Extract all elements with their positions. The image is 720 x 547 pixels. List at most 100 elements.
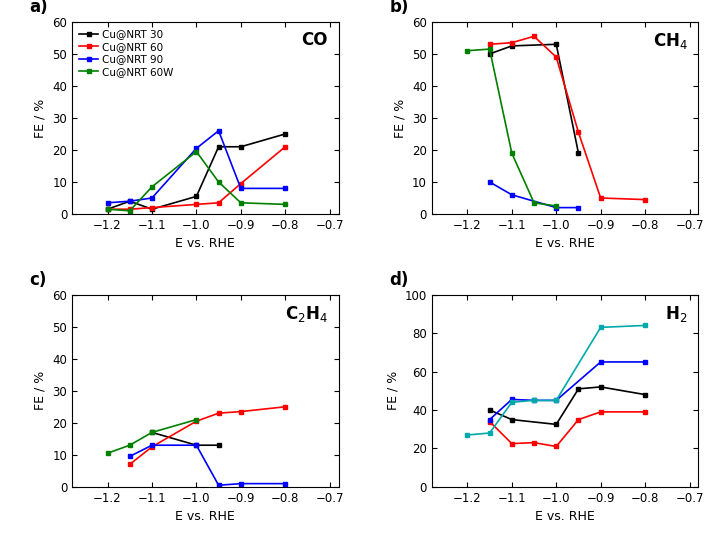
Cu@NRT 90 bbox=[215, 482, 223, 488]
Cu@NRT 90 bbox=[281, 480, 289, 487]
Cu@NRT 90 bbox=[125, 453, 134, 459]
Cu@NRT 30 bbox=[215, 442, 223, 449]
Cu@NRT 60W bbox=[552, 397, 561, 404]
Cu@NRT 30 bbox=[125, 198, 134, 205]
Line: Cu@NRT 30: Cu@NRT 30 bbox=[487, 42, 581, 155]
Cu@NRT 90 bbox=[192, 145, 201, 152]
Text: H$_2$: H$_2$ bbox=[665, 304, 688, 324]
Line: Cu@NRT 30: Cu@NRT 30 bbox=[150, 430, 221, 447]
Y-axis label: FE / %: FE / % bbox=[34, 98, 47, 137]
Cu@NRT 30 bbox=[596, 383, 605, 390]
Cu@NRT 60 bbox=[552, 443, 561, 450]
Cu@NRT 30 bbox=[641, 391, 649, 398]
Y-axis label: FE / %: FE / % bbox=[394, 98, 407, 137]
Cu@NRT 60W bbox=[485, 430, 494, 437]
Cu@NRT 60W bbox=[463, 48, 472, 54]
Cu@NRT 30 bbox=[552, 41, 561, 48]
Cu@NRT 90 bbox=[508, 396, 516, 403]
Cu@NRT 30 bbox=[103, 206, 112, 212]
Cu@NRT 60 bbox=[148, 444, 156, 450]
Text: a): a) bbox=[30, 0, 48, 16]
Line: Cu@NRT 60W: Cu@NRT 60W bbox=[105, 149, 288, 213]
Cu@NRT 60W bbox=[236, 200, 245, 206]
X-axis label: E vs. RHE: E vs. RHE bbox=[176, 510, 235, 523]
Cu@NRT 30 bbox=[574, 150, 582, 156]
Cu@NRT 60 bbox=[596, 195, 605, 201]
Cu@NRT 60 bbox=[148, 205, 156, 211]
Cu@NRT 60 bbox=[192, 418, 201, 424]
Line: Cu@NRT 60: Cu@NRT 60 bbox=[105, 144, 288, 212]
Cu@NRT 90 bbox=[236, 480, 245, 487]
Y-axis label: FE / %: FE / % bbox=[34, 371, 47, 410]
Cu@NRT 90 bbox=[485, 179, 494, 185]
Cu@NRT 60W bbox=[192, 148, 201, 155]
Cu@NRT 90 bbox=[148, 195, 156, 201]
X-axis label: E vs. RHE: E vs. RHE bbox=[176, 237, 235, 251]
Cu@NRT 30 bbox=[236, 143, 245, 150]
Cu@NRT 60W bbox=[103, 450, 112, 457]
Cu@NRT 30 bbox=[148, 429, 156, 435]
Cu@NRT 90 bbox=[215, 127, 223, 134]
Cu@NRT 60W bbox=[103, 206, 112, 212]
Cu@NRT 60 bbox=[192, 201, 201, 208]
Cu@NRT 30 bbox=[552, 421, 561, 428]
Cu@NRT 60 bbox=[574, 129, 582, 136]
Cu@NRT 90 bbox=[596, 359, 605, 365]
Cu@NRT 30 bbox=[281, 131, 289, 137]
Line: Cu@NRT 60W: Cu@NRT 60W bbox=[465, 46, 559, 208]
Cu@NRT 60 bbox=[530, 33, 539, 39]
Cu@NRT 60W bbox=[192, 416, 201, 423]
Cu@NRT 30 bbox=[192, 193, 201, 200]
Cu@NRT 60W bbox=[485, 46, 494, 53]
Cu@NRT 60 bbox=[125, 206, 134, 212]
Legend: Cu@NRT 30, Cu@NRT 60, Cu@NRT 90, Cu@NRT 60W: Cu@NRT 30, Cu@NRT 60, Cu@NRT 90, Cu@NRT … bbox=[77, 27, 176, 79]
Cu@NRT 60 bbox=[215, 410, 223, 416]
Line: Cu@NRT 30: Cu@NRT 30 bbox=[105, 131, 288, 212]
Cu@NRT 60 bbox=[596, 409, 605, 415]
Text: CO: CO bbox=[302, 32, 328, 49]
Cu@NRT 90 bbox=[281, 185, 289, 191]
Cu@NRT 90 bbox=[125, 198, 134, 205]
Cu@NRT 60 bbox=[215, 200, 223, 206]
Line: Cu@NRT 90: Cu@NRT 90 bbox=[487, 179, 581, 210]
Line: Cu@NRT 60W: Cu@NRT 60W bbox=[465, 323, 647, 438]
Cu@NRT 60W bbox=[125, 442, 134, 449]
Cu@NRT 30 bbox=[192, 442, 201, 449]
Cu@NRT 60 bbox=[574, 416, 582, 423]
Cu@NRT 90 bbox=[530, 397, 539, 404]
Cu@NRT 60W bbox=[508, 399, 516, 405]
Cu@NRT 60 bbox=[103, 206, 112, 212]
Cu@NRT 30 bbox=[485, 407, 494, 414]
Cu@NRT 60W bbox=[508, 150, 516, 156]
Cu@NRT 90 bbox=[552, 397, 561, 404]
Cu@NRT 90 bbox=[148, 442, 156, 449]
Cu@NRT 60W bbox=[281, 201, 289, 208]
Cu@NRT 60 bbox=[281, 143, 289, 150]
Cu@NRT 60 bbox=[552, 54, 561, 60]
Cu@NRT 90 bbox=[641, 359, 649, 365]
Text: b): b) bbox=[390, 0, 408, 16]
Y-axis label: FE / %: FE / % bbox=[386, 371, 399, 410]
Cu@NRT 90 bbox=[236, 185, 245, 191]
Cu@NRT 90 bbox=[485, 416, 494, 423]
Cu@NRT 60 bbox=[641, 196, 649, 203]
Cu@NRT 60W bbox=[641, 322, 649, 329]
Cu@NRT 60 bbox=[485, 41, 494, 48]
Text: d): d) bbox=[390, 271, 408, 289]
Line: Cu@NRT 90: Cu@NRT 90 bbox=[105, 129, 288, 205]
Cu@NRT 60 bbox=[236, 408, 245, 415]
Cu@NRT 60W bbox=[148, 183, 156, 190]
Cu@NRT 60 bbox=[508, 440, 516, 447]
Line: Cu@NRT 30: Cu@NRT 30 bbox=[487, 385, 647, 427]
Cu@NRT 90 bbox=[552, 205, 561, 211]
Cu@NRT 30 bbox=[574, 386, 582, 392]
Text: CH$_4$: CH$_4$ bbox=[653, 32, 688, 51]
Cu@NRT 90 bbox=[103, 200, 112, 206]
Text: C$_2$H$_4$: C$_2$H$_4$ bbox=[285, 304, 328, 324]
Cu@NRT 60W bbox=[125, 207, 134, 214]
Cu@NRT 60 bbox=[125, 461, 134, 468]
Cu@NRT 30 bbox=[485, 51, 494, 57]
Cu@NRT 60W bbox=[530, 397, 539, 404]
Cu@NRT 60W bbox=[148, 429, 156, 435]
Cu@NRT 90 bbox=[508, 191, 516, 198]
